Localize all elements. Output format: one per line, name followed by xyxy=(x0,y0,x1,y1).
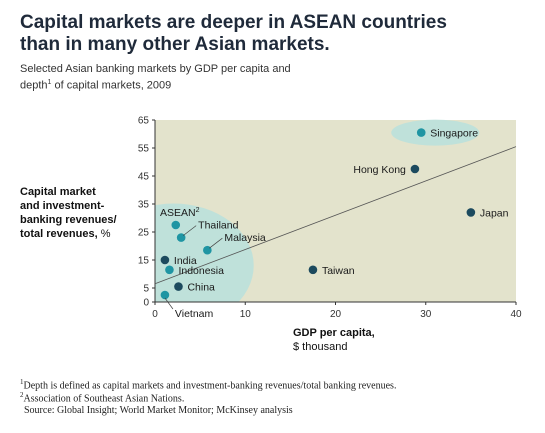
chart-title: Capital markets are deeper in ASEAN coun… xyxy=(20,12,530,56)
y-tick-label: 5 xyxy=(143,284,149,295)
point-label-china: China xyxy=(187,282,215,294)
footnote-2-text: Association of Southeast Asian Nations. xyxy=(23,393,185,405)
point-indonesia xyxy=(165,265,174,275)
y-axis-label: Capital market and investment- banking r… xyxy=(20,185,150,241)
point-label-vietnam: Vietnam xyxy=(175,308,214,320)
point-label-asean: ASEAN2 xyxy=(160,207,200,219)
point-singapore xyxy=(416,128,426,137)
x-tick-label: 20 xyxy=(330,309,342,320)
point-label-india: India xyxy=(174,255,197,267)
y-tick-label: 55 xyxy=(138,144,150,155)
leader-line-thailand xyxy=(182,225,197,236)
point-label-sup-asean: 2 xyxy=(196,207,200,214)
subtitle-line-2: depth1 of capital markets, 2009 xyxy=(20,76,320,93)
y-tick-label: 25 xyxy=(138,228,150,239)
ylabel-unit: % xyxy=(97,228,111,240)
source-note: Source: Global Insight; World Market Mon… xyxy=(24,405,293,416)
point-label-japan: Japan xyxy=(480,207,509,219)
point-label-taiwan: Taiwan xyxy=(322,265,355,277)
y-tick-label: 0 xyxy=(143,298,149,309)
footnote-1: 1Depth is defined as capital markets and… xyxy=(20,376,396,392)
subtitle-rest: of capital markets, 2009 xyxy=(51,79,172,92)
xlabel-unit: $ thousand xyxy=(293,341,348,353)
footnote-1-text: Depth is defined as capital markets and … xyxy=(23,380,397,392)
footnote-1-mark: 1 xyxy=(20,378,24,386)
footnote-2: 2Association of Southeast Asian Nations. xyxy=(20,389,184,405)
subtitle-depth: depth xyxy=(20,79,48,92)
point-india xyxy=(160,255,170,265)
singapore-highlight-bubble xyxy=(391,119,480,146)
point-japan xyxy=(466,208,476,217)
y-tick-label: 15 xyxy=(138,256,150,267)
x-tick-label: 0 xyxy=(152,309,158,320)
x-tick-label: 40 xyxy=(510,309,522,320)
point-china xyxy=(174,282,183,291)
xlabel-line-1: GDP per capita, xyxy=(293,327,375,339)
title-line-2: than in many other Asian markets. xyxy=(20,34,330,55)
subtitle-footnote-mark: 1 xyxy=(47,79,52,86)
point-label-singapore: Singapore xyxy=(430,128,478,140)
ylabel-line-1: Capital market xyxy=(20,186,96,198)
point-label-malaysia: Malaysia xyxy=(224,232,266,244)
leader-line-malaysia xyxy=(209,237,223,249)
ylabel-line-2: and investment- xyxy=(20,200,105,212)
y-tick-label: 45 xyxy=(138,172,150,183)
x-tick-label: 30 xyxy=(420,309,432,320)
trend-line xyxy=(154,146,517,285)
x-axis-label: GDP per capita, $ thousand xyxy=(293,326,375,354)
point-label-indonesia: Indonesia xyxy=(178,265,224,277)
leader-line-vietnam xyxy=(164,297,174,310)
title-line-1: Capital markets are deeper in ASEAN coun… xyxy=(20,12,447,33)
ylabel-line-3: banking revenues/ xyxy=(20,214,117,226)
footnote-2-mark: 2 xyxy=(20,391,24,399)
ylabel-line-4: total revenues, xyxy=(20,228,98,240)
subtitle-line-1: Selected Asian banking markets by GDP pe… xyxy=(20,63,291,75)
chart-subtitle: Selected Asian banking markets by GDP pe… xyxy=(20,62,320,93)
x-tick-label: 10 xyxy=(240,309,252,320)
y-tick-label: 35 xyxy=(138,200,150,211)
y-tick-label: 65 xyxy=(138,116,150,127)
point-hong-kong xyxy=(410,164,420,174)
point-vietnam xyxy=(160,290,170,300)
point-label-hong-kong: Hong Kong xyxy=(353,164,406,176)
point-asean xyxy=(171,220,181,230)
point-label-thailand: Thailand xyxy=(198,220,238,232)
point-taiwan xyxy=(308,265,318,275)
